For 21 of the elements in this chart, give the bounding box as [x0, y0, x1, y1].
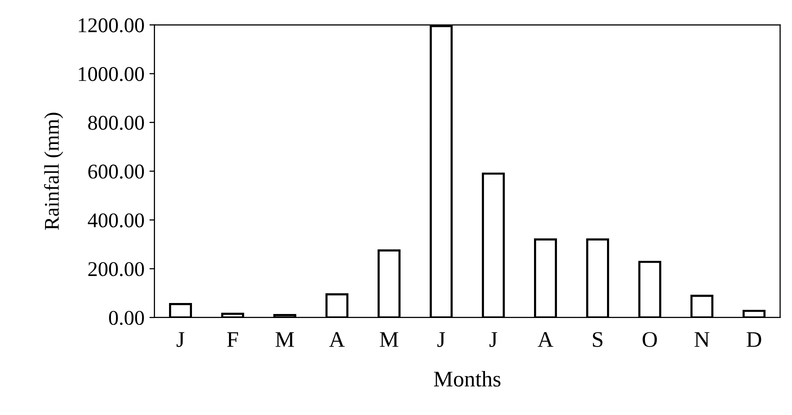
x-tick-label: N: [694, 332, 710, 347]
x-tick-label: J: [176, 332, 184, 348]
x-tick-label: M: [276, 332, 294, 347]
y-tick-label: 1000.00: [78, 67, 144, 82]
x-axis-title: Months: [434, 370, 500, 387]
x-tick-label: S: [592, 332, 602, 348]
y-tick-label: 1200.00: [78, 18, 144, 32]
x-tick-label: A: [329, 332, 345, 347]
x-tick-label: J: [437, 332, 446, 348]
y-tick-label: 200.00: [88, 262, 144, 276]
y-tick-label: 600.00: [88, 164, 144, 179]
x-tick-label: J: [489, 332, 498, 348]
x-tick-label: A: [538, 332, 554, 347]
y-tick-label: 800.00: [88, 116, 144, 130]
y-axis-title: Rainfall (mm): [44, 112, 64, 230]
y-tick-label: 0.00: [109, 310, 144, 325]
x-tick-label: M: [380, 332, 398, 347]
x-tick-label: D: [746, 332, 762, 347]
x-tick-label: O: [642, 332, 657, 348]
x-tick-label: F: [227, 332, 238, 347]
y-tick-label: 400.00: [88, 213, 144, 228]
